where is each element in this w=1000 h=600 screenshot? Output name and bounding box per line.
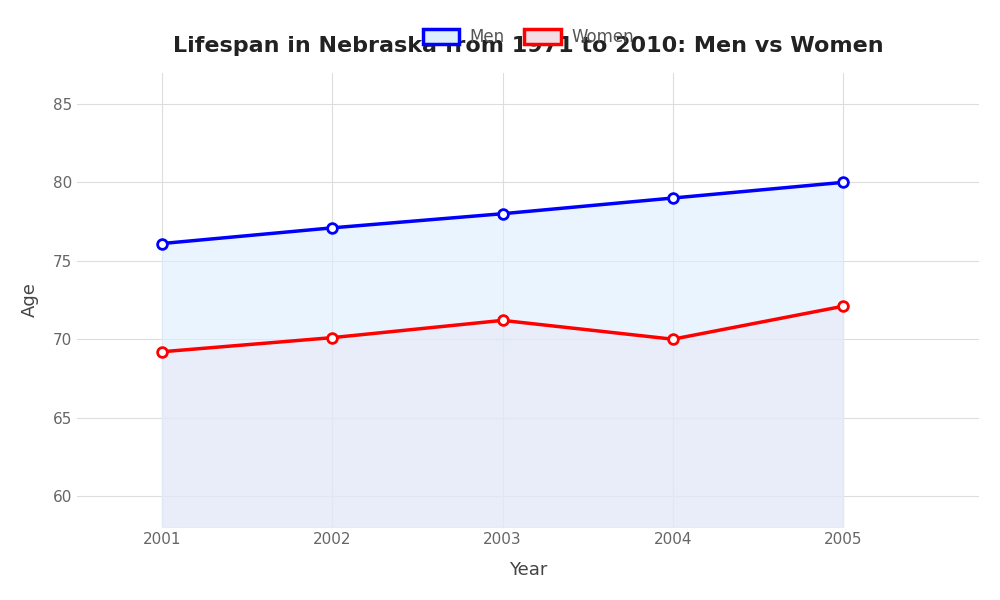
X-axis label: Year: Year: [509, 561, 547, 579]
Legend: Men, Women: Men, Women: [416, 22, 640, 53]
Title: Lifespan in Nebraska from 1971 to 2010: Men vs Women: Lifespan in Nebraska from 1971 to 2010: …: [173, 36, 883, 56]
Y-axis label: Age: Age: [21, 283, 39, 317]
